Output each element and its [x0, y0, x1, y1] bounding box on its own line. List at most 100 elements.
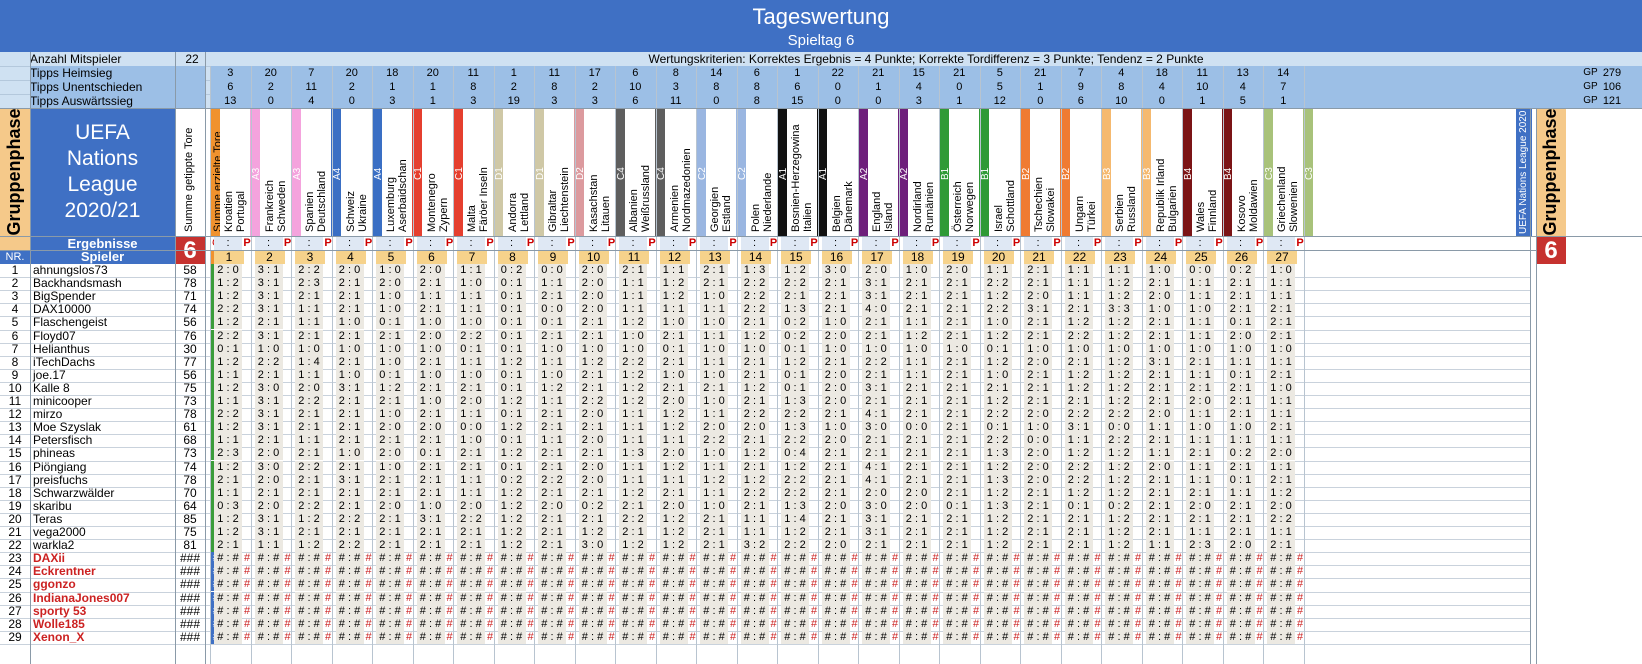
tip-cell[interactable]: 2 : 1 [902, 303, 931, 317]
tip-cell[interactable]: # : # [1267, 578, 1295, 592]
tip-cell[interactable]: 0 : 1 [457, 342, 485, 356]
tip-cell[interactable]: 0 : 4 [781, 447, 809, 461]
tip-cell[interactable]: # : # [538, 578, 566, 592]
tip-cell[interactable]: 2 : 2 [740, 277, 769, 291]
tip-cell[interactable]: 2 : 3 [295, 277, 323, 291]
result-input[interactable]: : [659, 237, 688, 250]
tip-cell[interactable]: 1 : 2 [983, 486, 1012, 500]
tip-cell[interactable]: 1 : 2 [214, 421, 242, 435]
tip-cell[interactable]: 2 : 1 [538, 329, 566, 343]
tip-cell[interactable]: 2 : 1 [1024, 368, 1052, 382]
tip-cell[interactable]: 1 : 0 [700, 316, 728, 330]
tip-cell[interactable]: 2 : 2 [619, 355, 647, 369]
tip-cell[interactable]: 2 : 1 [902, 408, 931, 422]
tip-cell[interactable]: 2 : 0 [376, 499, 404, 513]
tip-cell[interactable]: 1 : 1 [619, 277, 647, 291]
tip-cell[interactable]: 2 : 1 [1145, 395, 1174, 409]
result-input[interactable]: : [821, 237, 850, 250]
tip-cell[interactable]: 2 : 2 [983, 277, 1012, 291]
tip-cell[interactable]: 1 : 1 [902, 368, 931, 382]
result-input[interactable]: : [497, 237, 526, 250]
result-input[interactable]: : [700, 237, 728, 250]
tip-cell[interactable]: 2 : 1 [1064, 395, 1093, 409]
tip-cell[interactable]: 2 : 1 [862, 539, 890, 553]
tip-cell[interactable]: # : # [781, 617, 809, 631]
tip-cell[interactable]: 1 : 1 [416, 290, 445, 304]
tip-cell[interactable]: 1 : 1 [214, 395, 242, 409]
tip-cell[interactable]: 2 : 0 [578, 408, 607, 422]
tip-cell[interactable]: 0 : 0 [538, 303, 566, 317]
tip-cell[interactable]: 1 : 2 [497, 486, 526, 500]
tip-cell[interactable]: # : # [619, 630, 647, 644]
tip-cell[interactable]: 2 : 1 [619, 264, 647, 278]
tip-cell[interactable]: # : # [578, 591, 607, 605]
tip-cell[interactable]: # : # [1064, 565, 1093, 579]
tip-cell[interactable]: 2 : 1 [700, 512, 728, 526]
tip-cell[interactable]: 2 : 1 [1024, 499, 1052, 513]
tip-cell[interactable]: # : # [700, 565, 728, 579]
tip-cell[interactable]: 1 : 2 [781, 355, 809, 369]
tip-cell[interactable]: # : # [214, 591, 242, 605]
tip-cell[interactable]: 1 : 0 [821, 316, 850, 330]
tip-cell[interactable]: 2 : 1 [740, 395, 769, 409]
tip-cell[interactable]: 2 : 0 [416, 264, 445, 278]
result-input[interactable]: : [943, 237, 971, 250]
tip-cell[interactable]: # : # [497, 617, 526, 631]
tip-cell[interactable]: # : # [659, 552, 688, 566]
tip-cell[interactable]: 2 : 1 [295, 447, 323, 461]
tip-cell[interactable]: # : # [619, 552, 647, 566]
tip-cell[interactable]: # : # [214, 617, 242, 631]
tip-cell[interactable]: # : # [1024, 617, 1052, 631]
tip-cell[interactable]: 1 : 2 [1064, 381, 1093, 395]
tip-cell[interactable]: 1 : 1 [538, 395, 566, 409]
tip-cell[interactable]: # : # [821, 578, 850, 592]
tip-cell[interactable]: # : # [659, 604, 688, 618]
tip-cell[interactable]: 2 : 1 [862, 316, 890, 330]
tip-cell[interactable]: 2 : 1 [1024, 512, 1052, 526]
tip-cell[interactable]: 0 : 1 [781, 342, 809, 356]
tip-cell[interactable]: # : # [1145, 617, 1174, 631]
tip-cell[interactable]: 2 : 1 [538, 290, 566, 304]
tip-cell[interactable]: 2 : 1 [416, 473, 445, 487]
tip-cell[interactable]: 2 : 1 [862, 434, 890, 448]
tip-cell[interactable]: 2 : 0 [578, 473, 607, 487]
tip-cell[interactable]: 1 : 2 [983, 395, 1012, 409]
tip-cell[interactable]: # : # [781, 565, 809, 579]
tip-cell[interactable]: 2 : 1 [457, 539, 485, 553]
tip-cell[interactable]: 2 : 0 [821, 368, 850, 382]
tip-cell[interactable]: 1 : 1 [295, 368, 323, 382]
tip-cell[interactable]: # : # [781, 578, 809, 592]
tip-cell[interactable]: 2 : 1 [902, 526, 931, 540]
tip-cell[interactable]: # : # [1145, 578, 1174, 592]
tip-cell[interactable]: # : # [983, 565, 1012, 579]
tip-cell[interactable]: # : # [902, 552, 931, 566]
tip-cell[interactable]: 1 : 1 [700, 460, 728, 474]
tip-cell[interactable]: 1 : 0 [619, 342, 647, 356]
tip-cell[interactable]: 1 : 2 [659, 512, 688, 526]
tip-cell[interactable]: 0 : 1 [538, 316, 566, 330]
tip-cell[interactable]: 2 : 1 [1226, 408, 1255, 422]
tip-cell[interactable]: 1 : 0 [335, 368, 364, 382]
tip-cell[interactable]: # : # [1226, 578, 1255, 592]
tip-cell[interactable]: 2 : 1 [902, 539, 931, 553]
tip-cell[interactable]: 0 : 1 [943, 499, 971, 513]
tip-cell[interactable]: 2 : 1 [335, 290, 364, 304]
tip-cell[interactable]: 1 : 1 [214, 434, 242, 448]
tip-cell[interactable]: 2 : 1 [1186, 512, 1214, 526]
tip-cell[interactable]: 3 : 1 [1064, 421, 1093, 435]
tip-cell[interactable]: 1 : 1 [1267, 355, 1295, 369]
tip-cell[interactable]: 1 : 2 [740, 447, 769, 461]
tip-cell[interactable]: 0 : 1 [497, 277, 526, 291]
tip-cell[interactable]: 2 : 0 [1024, 290, 1052, 304]
tip-cell[interactable]: 1 : 1 [619, 460, 647, 474]
tip-cell[interactable]: 1 : 2 [781, 264, 809, 278]
tip-cell[interactable]: 4 : 1 [862, 460, 890, 474]
tip-cell[interactable]: 1 : 3 [983, 473, 1012, 487]
tip-cell[interactable]: 4 : 0 [862, 303, 890, 317]
tip-cell[interactable]: 2 : 0 [740, 421, 769, 435]
tip-cell[interactable]: 2 : 2 [740, 303, 769, 317]
tip-cell[interactable]: 1 : 4 [781, 512, 809, 526]
result-input[interactable]: : [214, 237, 242, 250]
tip-cell[interactable]: 1 : 2 [214, 512, 242, 526]
tip-cell[interactable]: 1 : 3 [983, 499, 1012, 513]
